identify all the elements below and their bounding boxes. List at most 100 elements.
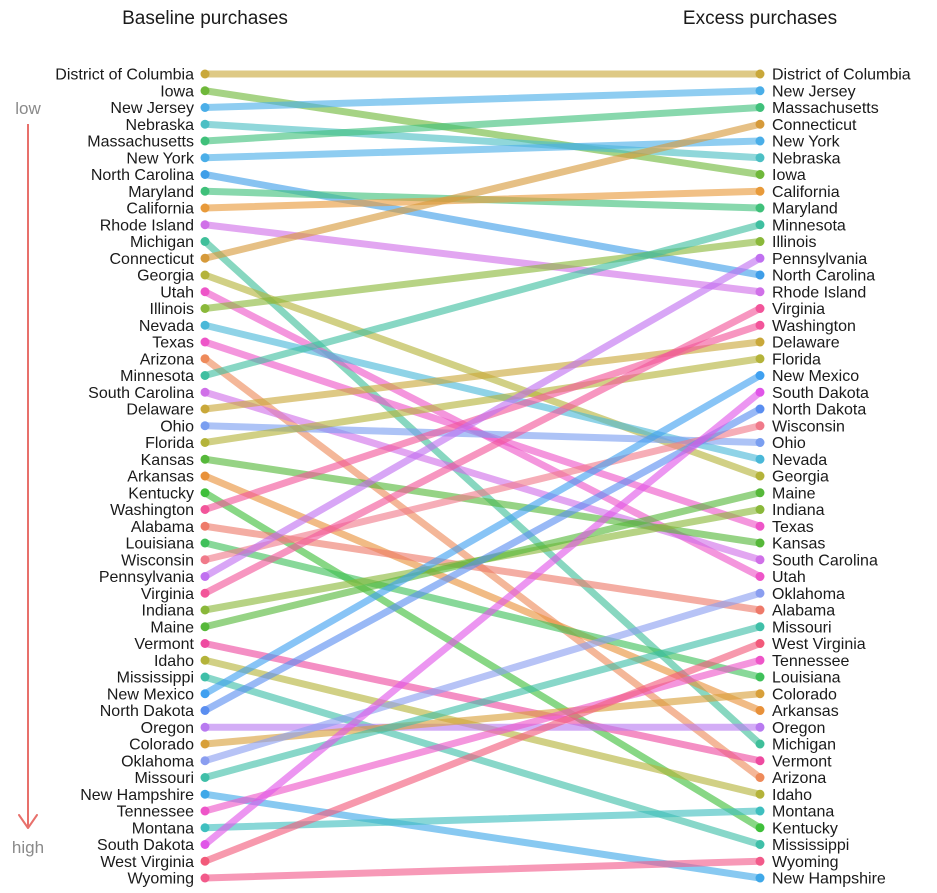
left-point-colorado — [200, 739, 210, 749]
left-point-north-dakota — [200, 706, 210, 715]
right-point-florida — [755, 354, 765, 364]
right-label-district-of-columbia: District of Columbia — [772, 67, 911, 84]
slope-line-south-dakota — [201, 388, 764, 848]
left-label-colorado: Colorado — [129, 737, 194, 754]
left-label-oklahoma: Oklahoma — [121, 753, 194, 770]
left-point-delaware — [200, 404, 210, 414]
right-label-new-mexico: New Mexico — [772, 368, 859, 385]
left-point-maine — [200, 622, 210, 632]
slope-line-arkansas — [201, 472, 764, 714]
axis-arrow-head — [18, 814, 38, 829]
right-point-nebraska — [755, 153, 765, 163]
right-label-delaware: Delaware — [772, 335, 840, 352]
right-label-indiana: Indiana — [772, 502, 825, 519]
right-label-arizona: Arizona — [772, 770, 826, 787]
left-point-washington — [200, 505, 210, 514]
right-label-florida: Florida — [772, 351, 821, 368]
right-label-kansas: Kansas — [772, 536, 825, 553]
right-point-georgia — [755, 471, 765, 481]
right-point-montana — [755, 806, 765, 816]
left-label-tennessee: Tennessee — [117, 804, 194, 821]
left-point-south-dakota — [200, 840, 210, 849]
right-label-wyoming: Wyoming — [772, 854, 839, 871]
right-label-north-dakota: North Dakota — [772, 402, 866, 419]
left-label-illinois: Illinois — [150, 301, 194, 318]
right-label-massachusetts: Massachusetts — [772, 100, 879, 117]
right-label-rhode-island: Rhode Island — [772, 284, 866, 301]
left-label-south-carolina: South Carolina — [88, 385, 194, 402]
left-label-delaware: Delaware — [126, 402, 194, 419]
right-label-minnesota: Minnesota — [772, 217, 846, 234]
left-point-oklahoma — [200, 756, 210, 766]
right-point-north-carolina — [755, 270, 765, 280]
right-point-west-virginia — [755, 639, 765, 648]
right-label-ohio: Ohio — [772, 435, 806, 452]
right-label-oregon: Oregon — [772, 720, 825, 737]
left-point-south-carolina — [200, 387, 210, 397]
right-label-maryland: Maryland — [772, 201, 838, 218]
slope-line-pennsylvania — [201, 254, 764, 580]
left-point-ohio — [200, 421, 210, 431]
right-point-massachusetts — [755, 103, 765, 112]
right-point-new-mexico — [755, 371, 765, 380]
left-point-california — [200, 203, 210, 213]
right-point-south-carolina — [755, 555, 765, 565]
left-point-georgia — [200, 270, 210, 280]
right-label-illinois: Illinois — [772, 234, 816, 251]
right-point-connecticut — [755, 119, 765, 129]
right-label-colorado: Colorado — [772, 686, 837, 703]
left-point-massachusetts — [200, 136, 210, 146]
right-label-tennessee: Tennessee — [772, 653, 849, 670]
left-point-wyoming — [200, 873, 210, 883]
slope-line-missouri — [201, 623, 764, 781]
right-point-louisiana — [755, 672, 765, 682]
left-label-ohio: Ohio — [160, 418, 194, 435]
right-label-california: California — [772, 184, 840, 201]
right-point-mississippi — [755, 840, 765, 849]
slope-line-oklahoma — [201, 589, 764, 765]
slope-line-nebraska — [201, 120, 764, 162]
right-point-new-hampshire — [755, 873, 765, 883]
right-point-maine — [755, 488, 765, 498]
left-label-new-mexico: New Mexico — [107, 686, 194, 703]
left-point-wisconsin — [200, 555, 210, 565]
left-point-virginia — [200, 588, 210, 598]
right-label-michigan: Michigan — [772, 737, 836, 754]
left-label-kansas: Kansas — [141, 452, 194, 469]
slope-line-minnesota — [201, 221, 764, 379]
left-label-vermont: Vermont — [134, 636, 194, 653]
left-label-indiana: Indiana — [142, 603, 195, 620]
right-point-south-dakota — [755, 387, 765, 397]
slope-line-california — [201, 187, 764, 212]
right-point-colorado — [755, 689, 765, 699]
left-point-louisiana — [200, 538, 210, 548]
right-label-arkansas: Arkansas — [772, 703, 839, 720]
left-point-connecticut — [200, 253, 210, 263]
left-point-florida — [200, 438, 210, 447]
left-label-arizona: Arizona — [140, 351, 194, 368]
left-label-oregon: Oregon — [141, 720, 194, 737]
left-point-nevada — [200, 320, 210, 330]
left-point-arizona — [200, 354, 210, 364]
left-point-montana — [200, 823, 210, 833]
right-point-rhode-island — [755, 287, 765, 297]
right-label-connecticut: Connecticut — [772, 117, 857, 134]
right-label-texas: Texas — [772, 519, 814, 536]
left-point-minnesota — [200, 371, 210, 380]
slope-line-tennessee — [201, 656, 764, 815]
right-label-wisconsin: Wisconsin — [772, 418, 845, 435]
left-label-mississippi: Mississippi — [117, 670, 194, 687]
right-label-georgia: Georgia — [772, 469, 829, 486]
left-point-rhode-island — [200, 220, 210, 230]
right-label-pennsylvania: Pennsylvania — [772, 251, 867, 268]
right-label-mississippi: Mississippi — [772, 837, 849, 854]
left-point-new-jersey — [200, 103, 210, 112]
right-point-wisconsin — [755, 421, 765, 431]
left-label-idaho: Idaho — [154, 653, 194, 670]
left-point-arkansas — [200, 471, 210, 481]
right-point-new-jersey — [755, 86, 765, 96]
right-label-vermont: Vermont — [772, 753, 832, 770]
right-point-tennessee — [755, 655, 765, 665]
right-label-new-york: New York — [772, 134, 841, 151]
right-point-pennsylvania — [755, 253, 765, 263]
